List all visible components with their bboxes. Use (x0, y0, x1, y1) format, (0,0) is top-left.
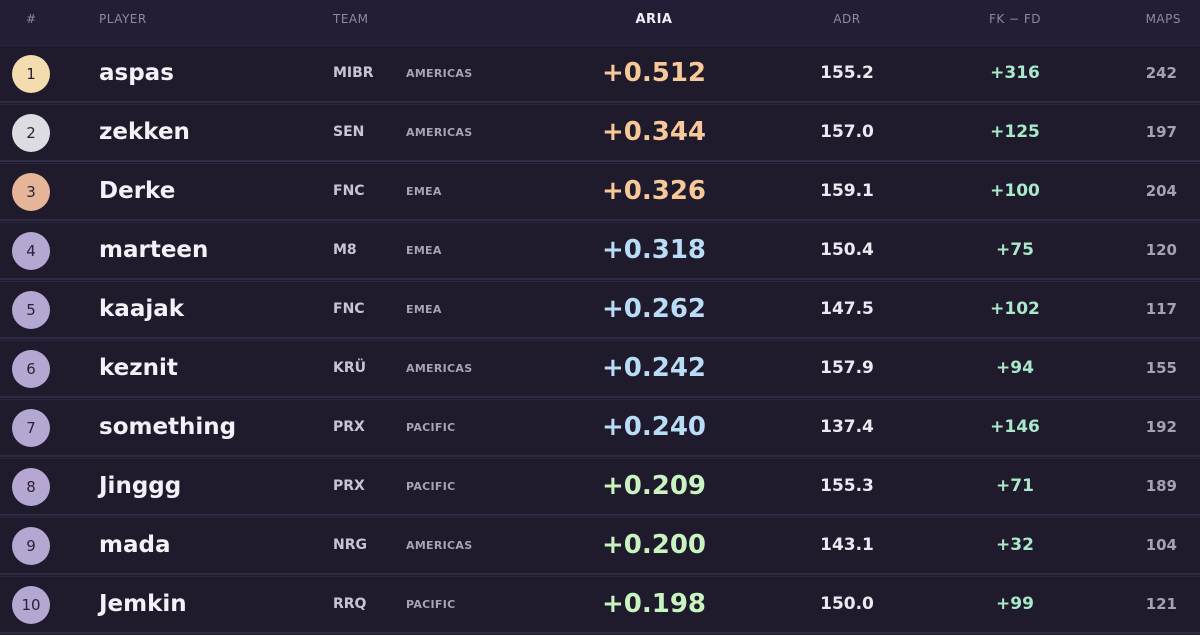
player-name: something (99, 414, 237, 440)
region-tag: EMEA (406, 244, 442, 257)
team-tag: M8 (333, 242, 357, 258)
player-row: 5 kaajak FNC EMEA +0.262 147.5 +102 117 (0, 281, 1200, 339)
player-name: mada (99, 532, 171, 558)
maps-value: 117 (1145, 300, 1177, 318)
adr-value: 150.0 (820, 594, 874, 614)
player-row: 2 zekken SEN AMERICAS +0.344 157.0 +125 197 (0, 104, 1200, 162)
region-tag: AMERICAS (406, 67, 473, 80)
fk-fd-value: +71 (996, 476, 1034, 496)
maps-value: 197 (1145, 123, 1177, 141)
adr-value: 143.1 (820, 535, 874, 555)
rank-badge: 10 (12, 586, 50, 624)
player-name: kaajak (99, 296, 185, 322)
region-tag: PACIFIC (406, 421, 456, 434)
team-tag: KRÜ (333, 360, 366, 376)
fk-fd-value: +125 (990, 122, 1040, 142)
team-tag: FNC (333, 301, 365, 317)
maps-value: 189 (1145, 477, 1177, 495)
aria-value: +0.512 (601, 58, 707, 88)
player-name: keznit (99, 355, 178, 381)
rank-badge: 8 (12, 468, 50, 506)
maps-value: 104 (1145, 536, 1177, 554)
adr-value: 155.2 (820, 63, 874, 83)
region-tag: AMERICAS (406, 539, 473, 552)
rank-badge: 9 (12, 527, 50, 565)
rank-badge: 3 (12, 173, 50, 211)
fk-fd-value: +99 (996, 594, 1034, 614)
region-tag: EMEA (406, 185, 442, 198)
team-tag: SEN (333, 124, 365, 140)
fk-fd-value: +94 (996, 358, 1034, 378)
fk-fd-value: +102 (990, 299, 1040, 319)
aria-value: +0.240 (601, 412, 707, 442)
aria-value: +0.318 (601, 235, 707, 265)
player-row: 1 aspas MIBR AMERICAS +0.512 155.2 +316 242 (0, 45, 1200, 103)
player-row: 6 keznit KRÜ AMERICAS +0.242 157.9 +94 155 (0, 340, 1200, 398)
adr-value: 157.9 (820, 358, 874, 378)
adr-value: 137.4 (820, 417, 874, 437)
player-row: 7 something PRX PACIFIC +0.240 137.4 +146 192 (0, 399, 1200, 457)
adr-value: 150.4 (820, 240, 874, 260)
maps-value: 242 (1145, 64, 1177, 82)
maps-value: 204 (1145, 182, 1177, 200)
player-row: 4 marteen M8 EMEA +0.318 150.4 +75 120 (0, 222, 1200, 280)
team-tag: FNC (333, 183, 365, 199)
aria-value: +0.242 (601, 353, 707, 383)
aria-value: +0.198 (601, 589, 707, 619)
fk-fd-value: +75 (996, 240, 1034, 260)
player-row: 10 Jemkin RRQ PACIFIC +0.198 150.0 +99 121 (0, 576, 1200, 634)
player-name: Derke (99, 178, 176, 204)
team-tag: RRQ (333, 596, 367, 612)
header-cell: FK − FD (988, 12, 1042, 26)
player-name: aspas (99, 60, 174, 86)
header-cell: PLAYER (99, 12, 147, 26)
header-cell: MAPS (1145, 12, 1181, 26)
maps-value: 192 (1145, 418, 1177, 436)
aria-value: +0.209 (601, 471, 707, 501)
header-row: # PLAYER TEAM ARIA ADR FK − FD MAPS (0, 0, 1200, 45)
region-tag: EMEA (406, 303, 442, 316)
region-tag: AMERICAS (406, 126, 473, 139)
player-row: 3 Derke FNC EMEA +0.326 159.1 +100 204 (0, 163, 1200, 221)
header-cell: ADR (833, 12, 861, 26)
header-cell: TEAM (333, 12, 369, 26)
player-name: marteen (99, 237, 209, 263)
player-name: zekken (99, 119, 190, 145)
rank-badge: 7 (12, 409, 50, 447)
region-tag: AMERICAS (406, 362, 473, 375)
fk-fd-value: +316 (990, 63, 1040, 83)
fk-fd-value: +146 (990, 417, 1040, 437)
aria-value: +0.262 (601, 294, 707, 324)
region-tag: PACIFIC (406, 480, 456, 493)
rank-badge: 2 (12, 114, 50, 152)
rank-badge: 5 (12, 291, 50, 329)
aria-value: +0.200 (601, 530, 707, 560)
team-tag: PRX (333, 478, 365, 494)
maps-value: 121 (1145, 595, 1177, 613)
team-tag: MIBR (333, 65, 374, 81)
adr-value: 147.5 (820, 299, 874, 319)
fk-fd-value: +100 (990, 181, 1040, 201)
adr-value: 159.1 (820, 181, 874, 201)
region-tag: PACIFIC (406, 598, 456, 611)
player-row: 8 Jinggg PRX PACIFIC +0.209 155.3 +71 189 (0, 458, 1200, 516)
adr-value: 155.3 (820, 476, 874, 496)
rank-badge: 4 (12, 232, 50, 270)
player-name: Jemkin (99, 591, 187, 617)
adr-value: 157.0 (820, 122, 874, 142)
player-row: 9 mada NRG AMERICAS +0.200 143.1 +32 104 (0, 517, 1200, 575)
maps-value: 155 (1145, 359, 1177, 377)
header-cell: # (26, 12, 37, 26)
aria-value: +0.344 (601, 117, 707, 147)
team-tag: NRG (333, 537, 367, 553)
aria-value: +0.326 (601, 176, 707, 206)
rank-badge: 1 (12, 55, 50, 93)
team-tag: PRX (333, 419, 365, 435)
fk-fd-value: +32 (996, 535, 1034, 555)
maps-value: 120 (1145, 241, 1177, 259)
rank-badge: 6 (12, 350, 50, 388)
header-cell: ARIA (635, 12, 673, 27)
player-name: Jinggg (99, 473, 182, 499)
